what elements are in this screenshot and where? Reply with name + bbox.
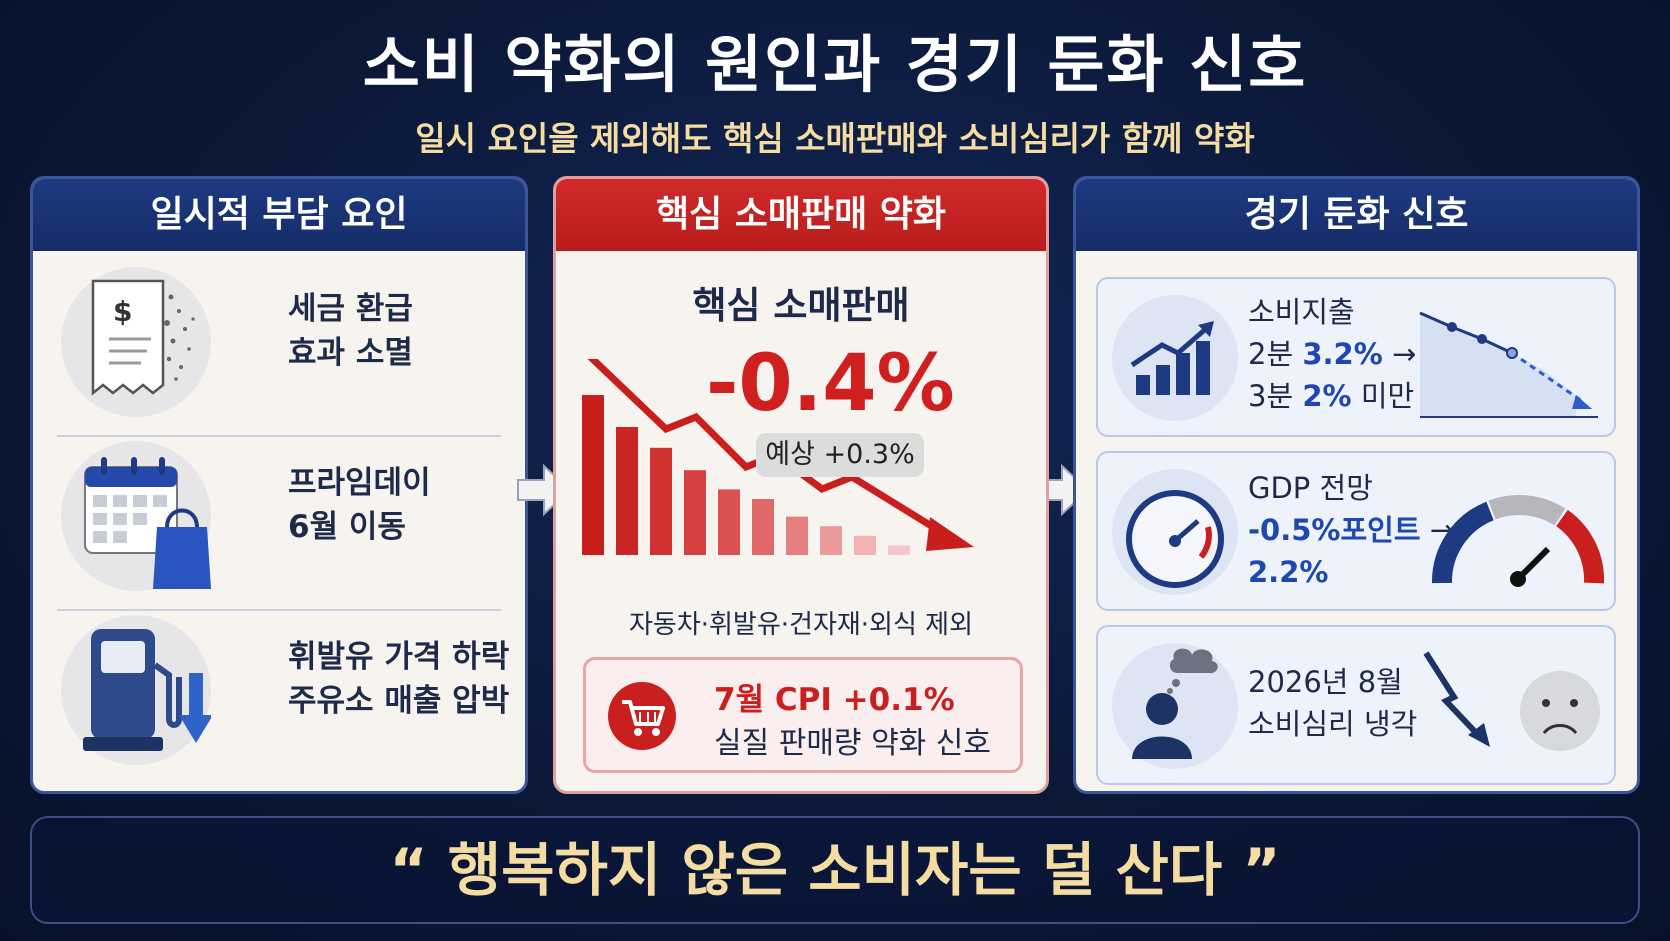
closing-quote: “ 행복하지 않은 소비자는 덜 산다 ” — [30, 816, 1640, 924]
expected-badge: 예상 +0.3% — [756, 433, 924, 477]
gdp-label: GDP 전망 — [1248, 471, 1373, 505]
slowdown-signals-header: 경기 둔화 신호 — [1076, 179, 1637, 251]
decline-bar — [820, 526, 842, 555]
spending-card: 소비지출 2분 3.2% → 3분 2% 미만 — [1096, 277, 1616, 437]
divider — [57, 609, 501, 611]
exclusion-note: 자동차·휘발유·건자재·외식 제외 — [628, 610, 974, 640]
decline-bar — [854, 535, 876, 555]
gdp-card: GDP 전망 -0.5%포인트 → 2.2% — [1096, 451, 1616, 611]
tax-refund-item: $ 세금 환급 효과 소멸 — [33, 251, 525, 421]
divider — [57, 435, 501, 437]
receipt-dollar-icon: $ — [61, 267, 211, 417]
page-title: 소비 약화의 원인과 경기 둔화 신호 — [362, 28, 1308, 101]
q3-value: 2% — [1302, 379, 1352, 413]
temporary-factors-header: 일시적 부담 요인 — [33, 179, 525, 251]
cpi-line2: 실질 판매량 약화 신호 — [714, 726, 992, 761]
prime-day-line1: 프라임데이 — [288, 465, 431, 501]
shopping-cart-icon — [608, 682, 676, 750]
prime-day-line2: 6월 이동 — [288, 509, 406, 545]
core-retail-title: 핵심 소매판매 — [692, 284, 910, 327]
slowdown-signals-panel: 경기 둔화 신호 소비지출 2분 3.2% → 3분 2% 미만 — [1073, 176, 1640, 794]
core-retail-header: 핵심 소매판매 약화 — [556, 179, 1046, 251]
zigzag-down-arrow-icon — [1423, 651, 1600, 751]
cpi-line1: 7월 CPI +0.1% — [714, 682, 955, 718]
q3-suffix: 미만 — [1360, 379, 1415, 413]
gauge-icon — [1431, 495, 1605, 587]
sentiment-label: 소비심리 냉각 — [1248, 707, 1418, 741]
thinking-person-icon — [1112, 643, 1238, 769]
decline-arrowhead — [926, 517, 974, 551]
spending-label: 소비지출 — [1248, 295, 1355, 329]
sentiment-date: 2026년 8월 — [1248, 665, 1403, 699]
tax-refund-line2: 효과 소멸 — [288, 335, 413, 371]
decline-bar — [718, 489, 740, 555]
decline-bar — [684, 470, 706, 555]
decline-bar — [582, 395, 604, 555]
rising-bars-icon — [1112, 295, 1238, 421]
decline-bar — [752, 499, 774, 555]
declining-bars-icon — [582, 359, 974, 555]
gdp-value: 2.2% — [1248, 555, 1329, 589]
decline-bar — [650, 447, 672, 555]
core-retail-panel: 핵심 소매판매 약화 핵심 소매판매 -0.4% 예상 +0.3% 자동차·휘발… — [553, 176, 1049, 794]
gasoline-item: 휘발유 가격 하락 주유소 매출 압박 — [33, 599, 525, 769]
q2-value: 3.2% — [1302, 337, 1383, 371]
page-subtitle: 일시 요인을 제외해도 핵심 소매판매와 소비심리가 함께 약화 — [415, 119, 1255, 158]
q3-prefix: 3분 — [1248, 379, 1294, 413]
sentiment-card: 2026년 8월 소비심리 냉각 — [1096, 625, 1616, 785]
gasoline-line1: 휘발유 가격 하락 — [288, 639, 510, 675]
decline-bar — [888, 545, 910, 555]
prime-day-item: 프라임데이 6월 이동 — [33, 425, 525, 595]
calendar-shopping-bag-icon — [61, 441, 211, 591]
temporary-factors-panel: 일시적 부담 요인 $ 세금 환급 효과 소멸 — [30, 176, 528, 794]
spending-arrow: → — [1392, 337, 1417, 371]
cpi-box: 7월 CPI +0.1% 실질 판매량 약화 신호 — [583, 657, 1023, 773]
decline-bar — [616, 427, 638, 555]
gas-pump-down-arrow-icon — [61, 615, 213, 765]
core-retail-value: -0.4% — [706, 339, 955, 429]
declining-line-icon — [1419, 311, 1598, 418]
svg-text:$: $ — [113, 295, 132, 328]
tax-refund-line1: 세금 환급 — [288, 291, 413, 327]
decline-bar — [786, 516, 808, 555]
q2-prefix: 2분 — [1248, 337, 1294, 371]
gasoline-line2: 주유소 매출 압박 — [288, 683, 510, 719]
speedometer-icon — [1112, 469, 1238, 595]
gdp-change: -0.5%포인트 — [1248, 513, 1421, 547]
